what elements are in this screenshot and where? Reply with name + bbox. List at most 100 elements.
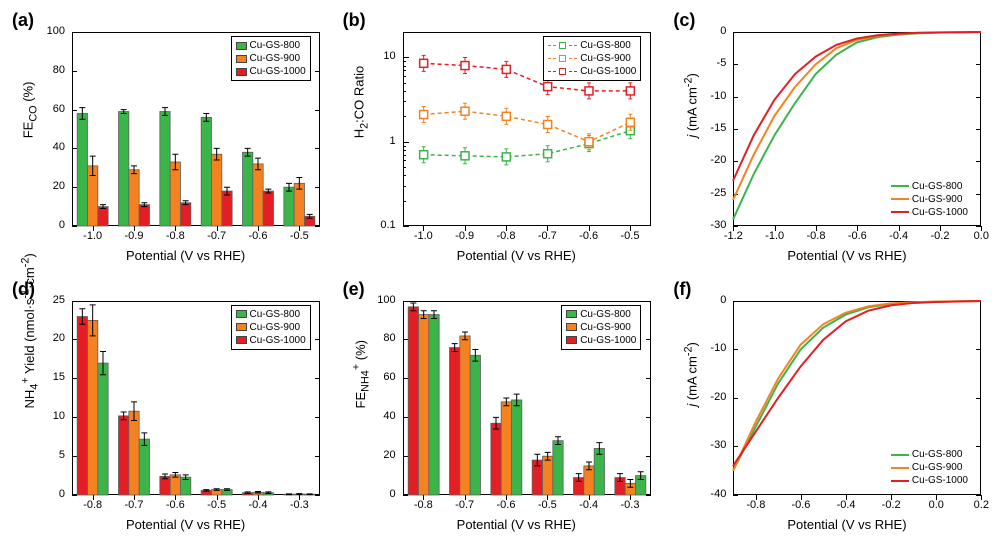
bar-s800 [77,113,87,226]
panel-a-label: (a) [12,10,34,31]
xtick-label: -0.3 [281,499,317,511]
legend-item: Cu-GS-900 [891,193,968,206]
legend-text: Cu-GS-1000 [250,334,306,347]
marker-s1000 [419,59,427,67]
ylabel-e: FENH4+ (%) [350,392,371,408]
bar-s900 [253,164,263,226]
legend-line [891,198,909,200]
legend-text: Cu-GS-800 [250,308,301,321]
xtick-label: 0.0 [921,499,951,511]
ytick-label: 5 [10,449,65,461]
legend-marker [559,55,566,62]
bar-s800 [552,440,562,494]
legend-item: Cu-GS-1000 [236,65,306,78]
ytick-label: 10 [10,410,65,422]
bar-s800 [98,363,108,495]
legend-marker [559,68,566,75]
marker-s1000 [502,65,510,73]
legend-swatch [236,323,247,331]
legend-item: Cu-GS-900 [891,461,968,474]
ytick-label: 0.1 [341,219,396,231]
bar-s900 [459,335,469,494]
legend-item: Cu-GS-900 [566,321,636,334]
bar-s800 [428,314,438,494]
bar-s800 [139,439,149,495]
legend-e: Cu-GS-800Cu-GS-900Cu-GS-1000 [561,305,641,350]
bar-s1000 [181,203,191,226]
xtick-label: -0.6 [842,230,872,242]
marker-s1000 [626,87,634,95]
legend-item: Cu-GS-1000 [548,65,636,78]
legend-item: Cu-GS-1000 [891,206,968,219]
panel-f-label: (f) [673,279,691,300]
xtick-label: -0.5 [615,230,645,242]
xtick-label: -0.6 [488,499,524,511]
ytick-label: 40 [341,410,396,422]
legend-marker [559,42,566,49]
bar-s900 [501,401,511,494]
marker-s900 [626,118,634,126]
ylabel-a: FECO (%) [21,122,40,138]
legend-b: Cu-GS-800Cu-GS-900Cu-GS-1000 [543,36,641,81]
ytick-label: 20 [10,180,65,192]
bar-s800 [119,112,129,226]
marker-s900 [461,107,469,115]
xtick-label: -0.8 [405,499,441,511]
xlabel-d: Potential (V vs RHE) [126,517,245,532]
xtick-label: -0.5 [529,499,565,511]
xtick-label: -0.8 [801,230,831,242]
ytick-label: -25 [671,187,726,199]
ytick-label: 20 [10,332,65,344]
ytick-label: 0 [10,219,65,231]
legend-text: Cu-GS-900 [250,52,301,65]
legend-swatch [236,42,247,50]
xtick-label: -0.4 [240,499,276,511]
xtick-label: -0.4 [571,499,607,511]
xtick-label: -0.9 [116,230,152,242]
bar-s800 [160,112,170,226]
legend-text: Cu-GS-1000 [580,334,636,347]
bar-s1000 [139,205,149,226]
ytick-label: -5 [671,57,726,69]
bar-s800 [511,399,521,494]
legend-line [891,211,909,213]
legend-swatch [236,55,247,63]
legend-line [891,185,909,187]
marker-s900 [543,120,551,128]
xtick-label: 0.0 [966,230,996,242]
bar-s1000 [408,306,418,494]
xtick-label: -0.8 [75,499,111,511]
panel-e: (e) FENH4+ (%)Potential (V vs RHE)020406… [341,279,658,540]
xtick-label: -0.2 [876,499,906,511]
ytick-label: 80 [341,332,396,344]
ylabel-d: NH4+ Yield (nmol·s-1·cm-2) [20,392,41,408]
ytick-label: -10 [671,90,726,102]
bar-s1000 [222,191,232,226]
legend-item: Cu-GS-1000 [566,334,636,347]
legend-item: Cu-GS-800 [548,39,636,52]
bar-s900 [170,162,180,226]
xtick-label: -1.2 [718,230,748,242]
legend-swatch [566,323,577,331]
ytick-label: 80 [10,64,65,76]
bar-s1000 [98,207,108,226]
bar-s900 [129,170,139,226]
legend-item: Cu-GS-900 [548,52,636,65]
xtick-label: -0.5 [281,230,317,242]
xlabel-b: Potential (V vs RHE) [457,248,576,263]
legend-text: Cu-GS-900 [912,193,963,206]
legend-text: Cu-GS-800 [580,39,631,52]
ytick-label: 0 [10,488,65,500]
xlabel-f: Potential (V vs RHE) [787,517,906,532]
ytick-label: -20 [671,154,726,166]
bar-s900 [418,314,428,494]
legend-item: Cu-GS-1000 [236,334,306,347]
xtick-label: -0.7 [447,499,483,511]
ytick-label: 1 [341,135,396,147]
xtick-label: -0.8 [741,499,771,511]
xtick-label: -0.6 [574,230,604,242]
figure-grid: (a) FECO (%)Potential (V vs RHE)02040608… [10,10,988,539]
xtick-label: -0.7 [532,230,562,242]
panel-e-label: (e) [343,279,365,300]
legend-swatch [566,336,577,344]
